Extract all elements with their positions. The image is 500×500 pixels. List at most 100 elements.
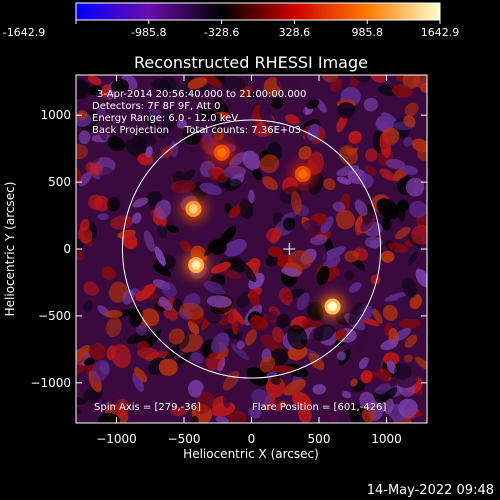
texture-blob [386, 360, 397, 374]
colorbar-tick-label: 985.8 [351, 26, 383, 39]
texture-blob [76, 364, 85, 374]
texture-blob [402, 277, 417, 298]
texture-blob [90, 359, 110, 383]
texture-blob [219, 226, 237, 246]
texture-blob [181, 169, 196, 183]
bright-source [209, 140, 234, 165]
texture-blob [143, 230, 155, 252]
texture-blob [76, 167, 81, 184]
texture-blob [312, 384, 326, 395]
info-line-detectors: Detectors: 7F 8F 9F, Att 0 [92, 101, 220, 112]
texture-blob [101, 377, 118, 394]
info-line-method: Back Projection Total counts: 7.36E+03 [92, 125, 301, 136]
texture-blob [132, 372, 144, 392]
texture-blob [187, 320, 200, 335]
texture-blob [372, 308, 383, 324]
texture-blob [249, 315, 268, 331]
texture-blob [97, 213, 109, 221]
texture-blob [193, 94, 211, 111]
texture-blob [135, 283, 156, 302]
texture-blob [111, 78, 129, 94]
texture-blob [232, 310, 245, 325]
texture-blob [231, 343, 249, 360]
texture-blob [170, 406, 188, 417]
noise-texture [76, 75, 427, 423]
texture-blob [265, 254, 279, 267]
x-axis-label: Heliocentric X (arcsec) [183, 447, 319, 461]
texture-blob [87, 145, 101, 164]
texture-blob [322, 254, 341, 268]
texture-blob [348, 282, 362, 293]
texture-blob [222, 268, 241, 280]
texture-blob [76, 397, 86, 405]
texture-blob [371, 256, 380, 268]
texture-blob [99, 127, 107, 141]
texture-blob [378, 84, 397, 97]
bright-source [320, 294, 345, 319]
texture-blob [269, 365, 296, 373]
y-tick-label: 0 [63, 242, 71, 256]
texture-blob [291, 191, 302, 215]
texture-blob [398, 398, 418, 419]
texture-blob [83, 281, 99, 296]
texture-blob [344, 250, 360, 263]
colorbar-tick-label: 1642.9 [421, 26, 460, 39]
texture-blob [401, 165, 419, 175]
texture-blob [266, 310, 278, 322]
texture-blob [228, 206, 241, 219]
texture-blob [221, 76, 246, 92]
texture-blob [248, 289, 260, 307]
texture-blob [348, 130, 362, 144]
texture-blob [415, 268, 427, 288]
texture-blob [308, 352, 325, 371]
texture-blob [287, 324, 308, 350]
texture-blob [151, 79, 172, 93]
texture-blob [77, 226, 93, 244]
texture-blob [276, 75, 300, 91]
texture-blob [132, 197, 149, 208]
texture-blob [223, 370, 240, 391]
texture-blob [387, 242, 409, 253]
colorbar-tick-label: -1642.9 [3, 26, 45, 39]
texture-blob [137, 340, 150, 352]
colorbar-tick-label: -328.6 [204, 26, 239, 39]
texture-blob [199, 182, 222, 196]
texture-blob [121, 231, 138, 250]
texture-blob [380, 250, 395, 263]
y-tick-label: 500 [48, 175, 71, 189]
texture-blob [223, 238, 247, 257]
texture-blob [154, 126, 169, 139]
texture-blob [336, 114, 348, 133]
texture-blob [76, 247, 85, 261]
texture-blob [158, 296, 173, 311]
texture-blob [408, 250, 419, 265]
texture-blob [262, 176, 278, 191]
texture-blob [317, 250, 328, 266]
texture-blob [83, 98, 90, 109]
texture-blob [159, 111, 176, 130]
texture-blob [190, 352, 204, 364]
bright-sources [181, 140, 345, 319]
texture-blob [313, 324, 335, 342]
texture-blob [252, 169, 263, 181]
texture-blob [403, 115, 416, 128]
texture-blob [404, 102, 419, 116]
texture-blob [131, 134, 146, 152]
texture-blob [281, 212, 297, 221]
info-line-energy: Energy Range: 6.0 - 12.0 keV [92, 113, 238, 124]
texture-blob [354, 199, 368, 217]
texture-blob [154, 246, 166, 267]
texture-blob [382, 387, 398, 402]
texture-blob [279, 287, 293, 305]
texture-blob [344, 270, 355, 281]
texture-blob [385, 158, 406, 170]
texture-blob [370, 274, 381, 285]
bright-source [184, 253, 209, 278]
texture-blob [384, 398, 394, 415]
texture-blob [101, 266, 116, 281]
texture-blob [375, 383, 391, 395]
texture-blob [76, 283, 85, 296]
texture-blob [364, 236, 383, 249]
texture-blob [179, 302, 205, 320]
texture-blob [156, 388, 176, 407]
